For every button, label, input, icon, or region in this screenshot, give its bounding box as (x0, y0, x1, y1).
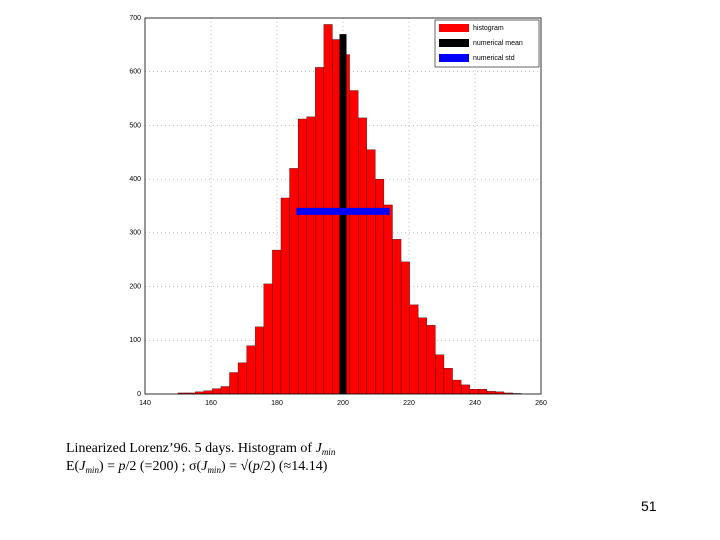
legend-swatch (439, 54, 469, 62)
y-tick-label: 100 (129, 337, 141, 344)
legend-label: numerical std (473, 55, 515, 62)
bar (358, 117, 367, 395)
bar (220, 386, 230, 395)
bar (272, 249, 282, 395)
caption-text: p (252, 459, 260, 474)
legend-label: histogram (473, 25, 504, 32)
caption-text: J (201, 459, 208, 474)
bar (255, 326, 264, 395)
bar (263, 283, 273, 395)
caption-line: Linearized Lorenz’96. 5 days. Histogram … (66, 441, 335, 457)
x-tick-label: 200 (337, 400, 349, 407)
y-tick-label: 500 (129, 122, 141, 129)
bar (349, 90, 359, 395)
bar (426, 325, 436, 395)
bar (212, 388, 222, 395)
bar (297, 118, 307, 395)
x-tick-label: 260 (535, 400, 547, 407)
caption-text: /2) (≈14.14) (259, 459, 328, 474)
y-tick-label: 200 (129, 283, 141, 290)
x-tick-label: 160 (205, 400, 217, 407)
legend: histogram numerical mean numerical std (434, 19, 540, 68)
bar (315, 67, 325, 395)
caption-text: min (85, 465, 99, 475)
bar (383, 204, 393, 395)
x-tick-label: 180 (271, 400, 283, 407)
bar (366, 149, 376, 395)
bar (400, 261, 410, 395)
bar (469, 389, 479, 395)
caption-text: min (321, 447, 336, 457)
bar (237, 362, 247, 395)
legend-swatch (439, 24, 469, 32)
caption-text: p (118, 459, 126, 474)
x-tick-label: 240 (469, 400, 481, 407)
legend-swatch (439, 39, 469, 47)
caption-text: ) = (98, 459, 119, 474)
caption-text: J (315, 441, 322, 456)
bar (409, 304, 419, 395)
caption-text: min (207, 465, 221, 475)
bar (443, 368, 453, 395)
y-tick-label: 300 (129, 230, 141, 237)
caption-text: Linearized Lorenz’96. 5 days. Histogram … (66, 441, 316, 456)
bar (452, 379, 462, 395)
bar (418, 317, 427, 395)
x-tick-label: 220 (403, 400, 415, 407)
axes-frame (144, 17, 542, 395)
caption-text: E( (66, 459, 80, 474)
caption-text: /2 (=200) ; σ( (125, 459, 202, 474)
bar (478, 389, 488, 395)
bar (203, 390, 213, 395)
page-number: 51 (641, 498, 657, 514)
y-tick-label: 400 (129, 176, 141, 183)
x-tick-label: 140 (139, 400, 151, 407)
caption-line: E(Jmin) = p/2 (=200) ; σ(Jmin) = √(p/2) … (66, 459, 327, 475)
bar (289, 168, 299, 395)
caption-text: J (79, 459, 86, 474)
y-tick-label: 0 (137, 391, 141, 398)
bar (280, 197, 290, 395)
bar (486, 391, 496, 395)
y-tick-label: 600 (129, 69, 141, 76)
legend-label: numerical mean (473, 40, 523, 47)
bar (460, 384, 470, 395)
caption-text: ) = √( (220, 459, 253, 474)
y-tick-label: 700 (129, 15, 141, 22)
bar (392, 239, 402, 395)
bar (435, 354, 445, 395)
std-line (296, 207, 390, 215)
bar (306, 116, 316, 395)
bar (246, 345, 256, 395)
bar (229, 372, 239, 395)
